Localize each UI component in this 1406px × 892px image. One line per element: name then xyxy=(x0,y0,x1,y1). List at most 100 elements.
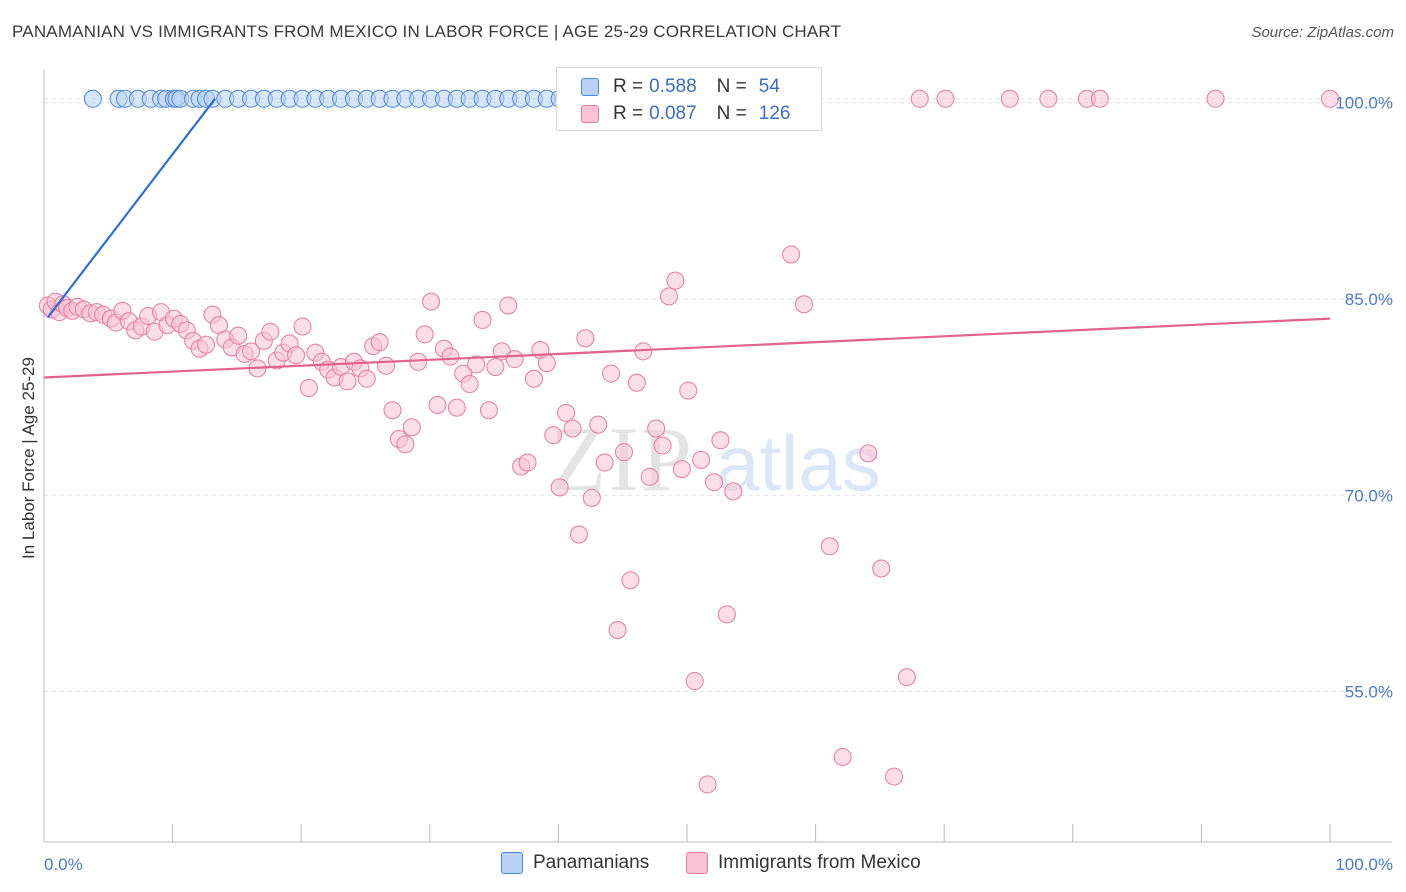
point-immigrants-from-mexico xyxy=(1039,89,1058,108)
point-immigrants-from-mexico xyxy=(872,559,891,578)
legend-swatch-pink xyxy=(581,105,599,123)
point-immigrants-from-mexico xyxy=(550,478,569,497)
point-immigrants-from-mexico xyxy=(460,375,479,394)
point-immigrants-from-mexico xyxy=(576,329,595,348)
y-tick-label: 100.0% xyxy=(1335,94,1393,113)
legend-swatch-blue xyxy=(581,78,599,96)
point-immigrants-from-mexico xyxy=(557,403,576,422)
bottom-legend-immigrants: Immigrants from Mexico xyxy=(686,852,921,874)
point-immigrants-from-mexico xyxy=(563,419,582,438)
y-tick-label: 85.0% xyxy=(1345,290,1393,309)
legend-row-panamanians: R = 0.588 N = 54 xyxy=(581,75,780,99)
point-immigrants-from-mexico xyxy=(242,342,261,361)
point-immigrants-from-mexico xyxy=(833,747,852,766)
point-immigrants-from-mexico xyxy=(383,401,402,420)
legend-r-value: 0.588 xyxy=(649,76,697,97)
point-immigrants-from-mexico xyxy=(569,525,588,544)
point-immigrants-from-mexico xyxy=(473,310,492,329)
bottom-legend: Panamanians Immigrants from Mexico xyxy=(0,852,1406,878)
point-immigrants-from-mexico xyxy=(544,426,563,445)
point-immigrants-from-mexico xyxy=(287,346,306,365)
legend-n-value: 54 xyxy=(758,76,780,97)
point-immigrants-from-mexico xyxy=(724,482,743,501)
bottom-legend-swatch-pink xyxy=(686,852,708,874)
y-tick-label: 70.0% xyxy=(1345,486,1393,505)
point-immigrants-from-mexico xyxy=(608,621,627,640)
legend: R = 0.588 N = 54 R = 0.087 N = 126 xyxy=(556,67,822,131)
point-immigrants-from-mexico xyxy=(672,460,691,479)
bottom-legend-label: Immigrants from Mexico xyxy=(718,852,921,873)
point-immigrants-from-mexico xyxy=(261,322,280,341)
trend-lines xyxy=(43,98,1331,379)
bottom-legend-panamanians: Panamanians xyxy=(501,852,649,874)
point-immigrants-from-mexico xyxy=(479,401,498,420)
point-immigrants-from-mexico xyxy=(614,443,633,462)
x-tick-label: 0.0% xyxy=(44,855,83,874)
point-immigrants-from-mexico xyxy=(885,767,904,786)
point-immigrants-from-mexico xyxy=(795,295,814,314)
point-immigrants-from-mexico xyxy=(910,89,929,108)
axes xyxy=(43,70,1392,843)
point-immigrants-from-mexico xyxy=(447,398,466,417)
bottom-legend-swatch-blue xyxy=(501,852,523,874)
point-immigrants-from-mexico xyxy=(338,372,357,391)
trend-line-panamanians xyxy=(46,98,216,318)
x-tick-label: 100.0% xyxy=(1335,855,1393,874)
legend-r-value: 0.087 xyxy=(649,103,697,124)
tick-labels: 100.0% 85.0% 70.0% 55.0% 0.0% 100.0% xyxy=(44,94,1393,874)
gridlines xyxy=(44,98,1392,693)
point-immigrants-from-mexico xyxy=(396,435,415,454)
point-immigrants-from-mexico xyxy=(486,358,505,377)
y-tick-label: 55.0% xyxy=(1345,683,1393,702)
point-immigrants-from-mexico xyxy=(1090,89,1109,108)
point-immigrants-from-mexico xyxy=(666,271,685,290)
point-immigrants-from-mexico xyxy=(582,488,601,507)
point-immigrants-from-mexico xyxy=(537,354,556,373)
point-immigrants-from-mexico xyxy=(820,537,839,556)
legend-n-value: 126 xyxy=(758,103,791,124)
point-immigrants-from-mexico xyxy=(692,450,711,469)
point-immigrants-from-mexico xyxy=(653,436,672,455)
point-immigrants-from-mexico xyxy=(621,571,640,590)
point-immigrants-from-mexico xyxy=(782,245,801,264)
chart-source: Source: ZipAtlas.com xyxy=(1251,24,1394,41)
point-immigrants-from-mexico xyxy=(589,415,608,434)
point-immigrants-from-mexico xyxy=(402,418,421,437)
point-immigrants-from-mexico xyxy=(679,381,698,400)
legend-n-label: N = xyxy=(716,76,747,97)
point-immigrants-from-mexico xyxy=(467,355,486,374)
point-immigrants-from-mexico xyxy=(1321,89,1339,108)
legend-n-label: N = xyxy=(716,103,747,124)
legend-r-label: R = xyxy=(613,103,644,124)
watermark-atlas: atlas xyxy=(716,419,881,507)
point-immigrants-from-mexico xyxy=(197,335,216,354)
point-immigrants-from-mexico xyxy=(499,296,518,315)
point-panamanians xyxy=(83,89,102,108)
point-immigrants-from-mexico xyxy=(705,473,724,492)
point-immigrants-from-mexico xyxy=(698,775,717,794)
point-immigrants-from-mexico xyxy=(1000,89,1019,108)
point-immigrants-from-mexico xyxy=(422,292,441,311)
point-immigrants-from-mexico xyxy=(859,444,878,463)
point-immigrants-from-mexico xyxy=(299,378,318,397)
point-immigrants-from-mexico xyxy=(428,395,447,414)
point-immigrants-from-mexico xyxy=(936,89,955,108)
point-immigrants-from-mexico xyxy=(293,317,312,336)
point-immigrants-from-mexico xyxy=(640,467,659,486)
point-immigrants-from-mexico xyxy=(409,352,428,371)
point-immigrants-from-mexico xyxy=(647,419,666,438)
trend-line-immigrants-from-mexico xyxy=(43,317,1331,379)
point-immigrants-from-mexico xyxy=(659,287,678,306)
point-immigrants-from-mexico xyxy=(602,364,621,383)
y-axis-label: In Labor Force | Age 25-29 xyxy=(19,357,38,559)
point-immigrants-from-mexico xyxy=(595,453,614,472)
point-immigrants-from-mexico xyxy=(357,369,376,388)
point-immigrants-from-mexico xyxy=(505,350,524,369)
legend-r-label: R = xyxy=(613,76,644,97)
point-immigrants-from-mexico xyxy=(711,431,730,450)
legend-row-immigrants: R = 0.087 N = 126 xyxy=(581,102,790,126)
point-immigrants-from-mexico xyxy=(370,333,389,352)
point-immigrants-from-mexico xyxy=(518,453,537,472)
point-immigrants-from-mexico xyxy=(415,325,434,344)
point-immigrants-from-mexico xyxy=(627,373,646,392)
